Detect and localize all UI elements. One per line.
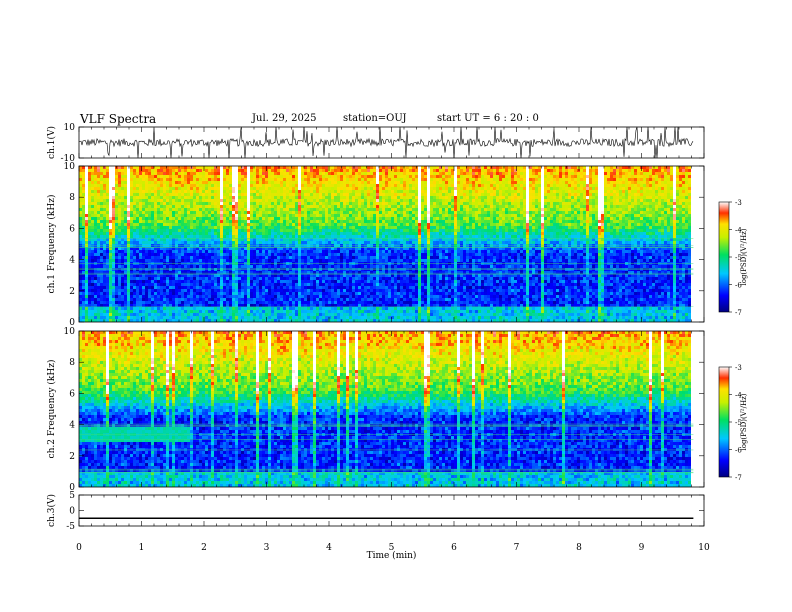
ch2spec-colorbar-tick-label: -5 bbox=[735, 419, 742, 427]
ch1v-y-tick-label: -10 bbox=[61, 154, 76, 164]
ch2spec-y-tick-label: 6 bbox=[69, 389, 75, 399]
ch1v-series-line bbox=[78, 126, 694, 159]
ch1spec-y-tick-label: 10 bbox=[64, 162, 76, 172]
ch3v-y-tick-label: -5 bbox=[66, 522, 75, 532]
ch1spec-colorbar-tick-label: -6 bbox=[735, 282, 742, 290]
ch2spec-colorbar-tick-label: -7 bbox=[735, 474, 742, 482]
date-label: Jul. 29, 2025 bbox=[252, 113, 317, 124]
ch3v-x-tick-label: 0 bbox=[76, 543, 82, 553]
ch1spec-colorbar-tick-label: -3 bbox=[735, 199, 742, 207]
ch1spec-y-tick-label: 0 bbox=[69, 318, 75, 328]
ch1spec-colorbar-tick-label: -4 bbox=[735, 227, 742, 235]
ch3v-x-tick-label: 10 bbox=[698, 543, 710, 553]
ch2spec-y-tick-label: 0 bbox=[69, 483, 75, 493]
ch3v-x-tick-label: 6 bbox=[451, 543, 457, 553]
ch2spec-y-tick-label: 2 bbox=[69, 452, 75, 462]
ch2spec-y-axis-label: ch.2 Frequency (kHz) bbox=[46, 360, 57, 459]
ch2spec-y-tick-label: 10 bbox=[64, 327, 76, 337]
chart-title: VLF Spectra bbox=[80, 112, 156, 126]
ch1spec-y-tick-label: 8 bbox=[69, 193, 75, 203]
ch3v-x-tick-label: 7 bbox=[514, 543, 520, 553]
ch3v-x-tick-label: 8 bbox=[576, 543, 582, 553]
ch2spec-spectrogram bbox=[79, 331, 694, 487]
ch3v-y-tick-label: 0 bbox=[69, 507, 75, 517]
ch1spec-colorbar-tick-label: -7 bbox=[735, 309, 742, 317]
ch2spec-y-tick-label: 4 bbox=[69, 421, 75, 431]
ch3v-y-tick-label: 5 bbox=[69, 491, 75, 501]
ch1v-y-tick-label: 10 bbox=[64, 123, 76, 133]
ch2spec-y-tick-label: 8 bbox=[69, 358, 75, 368]
ch2spec-colorbar-tick-label: -6 bbox=[735, 447, 742, 455]
ch3v-y-axis-label: ch.3(V) bbox=[46, 494, 57, 527]
ch2spec-colorbar bbox=[718, 366, 730, 478]
ch1spec-colorbar bbox=[718, 201, 730, 313]
ch3v-x-tick-label: 1 bbox=[139, 543, 145, 553]
ch3v-x-tick-label: 3 bbox=[264, 543, 270, 553]
ch2spec-colorbar-tick-label: -3 bbox=[735, 364, 742, 372]
ch3v-x-tick-label: 9 bbox=[639, 543, 645, 553]
ch1spec-y-tick-label: 4 bbox=[69, 256, 75, 266]
start-time-label: start UT = 6 : 20 : 0 bbox=[437, 113, 539, 124]
ch1spec-colorbar-label: log(PSD)(V²/Hz) bbox=[740, 228, 748, 285]
ch2spec-colorbar-tick-label: -4 bbox=[735, 392, 742, 400]
ch3v-x-tick-label: 2 bbox=[201, 543, 207, 553]
ch1spec-spectrogram bbox=[79, 166, 694, 322]
station-label: station=OUJ bbox=[343, 113, 407, 124]
ch3v-x-tick-label: 4 bbox=[326, 543, 332, 553]
ch1spec-y-tick-label: 2 bbox=[69, 287, 75, 297]
ch1v-y-axis-label: ch.1(V) bbox=[46, 126, 57, 159]
ch1spec-y-axis-label: ch.1 Frequency (kHz) bbox=[46, 195, 57, 294]
ch1spec-colorbar-tick-label: -5 bbox=[735, 254, 742, 262]
ch3v-x-tick-label: 5 bbox=[389, 543, 395, 553]
x-axis-label: Time (min) bbox=[367, 550, 417, 561]
ch2spec-colorbar-label: log(PSD)(V²/Hz) bbox=[740, 393, 748, 450]
ch1spec-y-tick-label: 6 bbox=[69, 224, 75, 234]
